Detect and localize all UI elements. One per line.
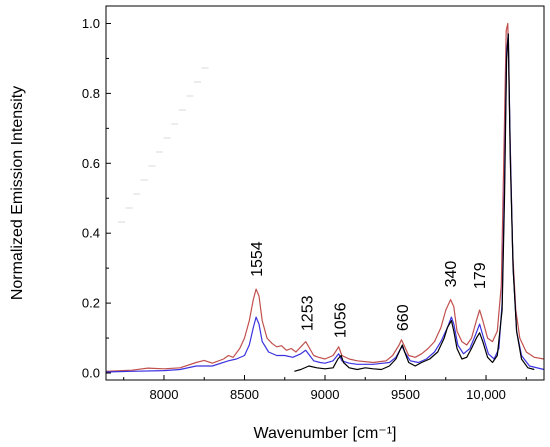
series-line-1 xyxy=(105,22,545,372)
y-tick-label: 1.0 xyxy=(82,16,100,31)
x-axis-title: Wavenumber [cm⁻¹] xyxy=(254,425,397,442)
peak-annotation: 179 xyxy=(472,262,489,289)
series-line-3 xyxy=(294,33,535,372)
peak-annotation: 1554 xyxy=(249,241,266,277)
y-axis-title: Normalized Emission Intensity xyxy=(9,86,26,300)
series-layer xyxy=(105,22,545,373)
peak-annotation: 660 xyxy=(395,304,412,331)
y-tick-label: 0.0 xyxy=(82,366,100,381)
x-axis: 8000 8500 9000 9500 10,000 xyxy=(123,375,527,402)
x-tick-label: 9500 xyxy=(391,387,420,402)
y-tick-label: 0.6 xyxy=(82,156,100,171)
x-tick-label: 10,000 xyxy=(466,387,506,402)
plot-frame xyxy=(105,5,545,381)
y-tick-label: 0.4 xyxy=(82,226,100,241)
peak-annotation: 1253 xyxy=(300,295,317,331)
x-tick-label: 8500 xyxy=(230,387,259,402)
x-tick-label: 8000 xyxy=(150,387,179,402)
y-tick-label: 0.8 xyxy=(82,86,100,101)
y-axis: 0.0 0.2 0.4 0.6 0.8 1.0 xyxy=(82,16,111,381)
faint-artifact-ticks xyxy=(118,67,209,223)
peak-annotations: 1554 1253 1056 660 340 179 xyxy=(249,241,489,338)
series-line-2 xyxy=(105,33,545,373)
peak-annotation: 340 xyxy=(443,261,460,288)
y-tick-label: 0.2 xyxy=(82,296,100,311)
peak-annotation: 1056 xyxy=(333,302,350,338)
x-tick-label: 9000 xyxy=(311,387,340,402)
